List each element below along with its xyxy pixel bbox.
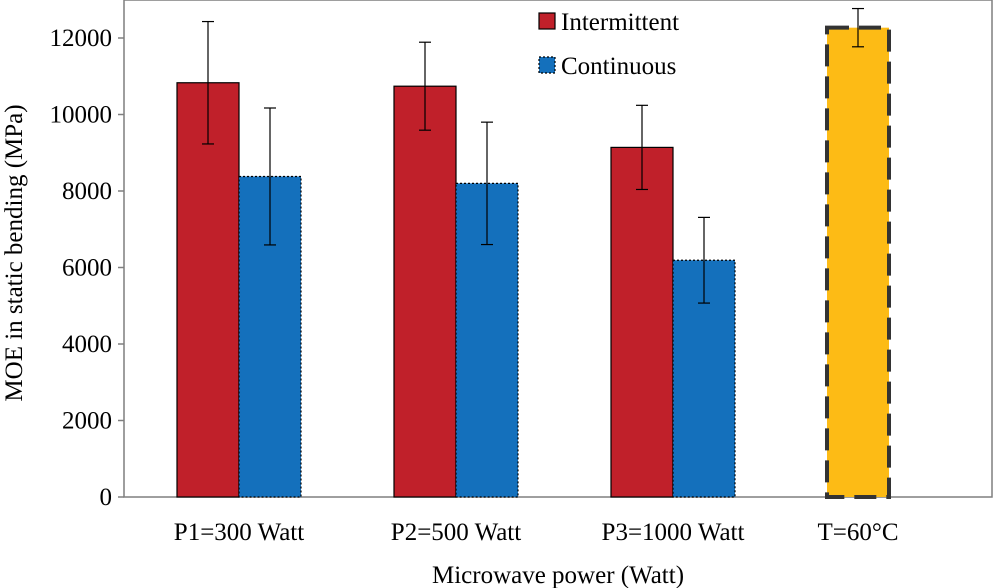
bar-intermittent-0 bbox=[176, 82, 240, 498]
x-tick-label-2: P3=1000 Watt bbox=[602, 519, 745, 546]
bar-series-2-3 bbox=[825, 25, 891, 500]
bar-intermittent-1 bbox=[393, 85, 457, 498]
y-tick-label-6000: 6000 bbox=[62, 255, 112, 282]
error-bars bbox=[202, 7, 864, 304]
plot-frame bbox=[123, 0, 993, 498]
legend-swatch-continuous bbox=[538, 56, 556, 74]
y-axis-title: MOE in static bending (MPa) bbox=[1, 104, 28, 401]
y-axis-ticks: 0 2000 4000 6000 8000 10000 12000 bbox=[50, 25, 124, 511]
y-tick-label-2000: 2000 bbox=[62, 408, 112, 435]
y-tick-label-4000: 4000 bbox=[62, 331, 112, 358]
y-tick-label-10000: 10000 bbox=[50, 102, 113, 129]
x-axis-ticks: P1=300 Watt P2=500 Watt P3=1000 Watt T=60°C bbox=[174, 519, 899, 546]
x-tick-label-0: P1=300 Watt bbox=[174, 519, 304, 546]
x-tick-label-1: P2=500 Watt bbox=[391, 519, 521, 546]
bar-intermittent-2 bbox=[610, 146, 674, 498]
legend: Intermittent Continuous bbox=[538, 9, 679, 80]
legend-label-intermittent: Intermittent bbox=[561, 9, 679, 36]
legend-swatch-intermittent bbox=[538, 12, 556, 30]
legend-label-continuous: Continuous bbox=[561, 53, 676, 80]
x-tick-label-3: T=60°C bbox=[817, 519, 898, 546]
bars bbox=[176, 25, 891, 500]
y-tick-label-8000: 8000 bbox=[62, 178, 112, 205]
x-axis-title: Microwave power (Watt) bbox=[432, 562, 684, 588]
y-tick-label-0: 0 bbox=[100, 484, 113, 511]
y-tick-label-12000: 12000 bbox=[50, 25, 113, 52]
